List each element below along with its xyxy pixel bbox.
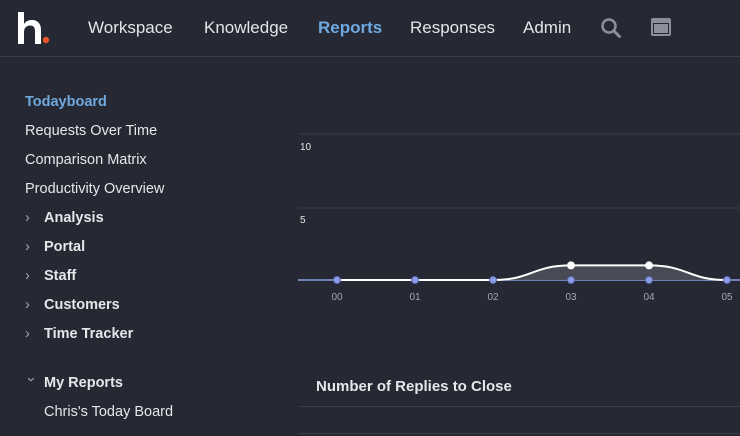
sidebar-group-label: My Reports	[44, 375, 123, 391]
y-tick-label-10: 10	[300, 142, 312, 153]
nav-knowledge[interactable]: Knowledge	[204, 18, 289, 37]
nav-reports[interactable]: Reports	[318, 18, 383, 37]
nav-responses[interactable]: Responses	[410, 18, 496, 37]
data-point-baseline	[489, 276, 497, 284]
data-point-baseline	[333, 276, 341, 284]
x-tick-label: 00	[331, 292, 343, 303]
search-icon[interactable]	[600, 17, 622, 39]
sidebar-item-productivity-overview[interactable]: Productivity Overview	[25, 181, 165, 197]
nav-admin[interactable]: Admin	[523, 18, 572, 37]
top-navigation-bar: Workspace Knowledge Reports Responses Ad…	[0, 0, 740, 57]
chevron-right-icon: ›	[25, 326, 30, 342]
x-tick-label: 01	[409, 292, 421, 303]
x-tick-label: 03	[565, 292, 577, 303]
sidebar-item-chris-today-board[interactable]: Chris's Today Board	[44, 404, 174, 420]
divider	[298, 433, 740, 434]
sidebar-item-comparison-matrix[interactable]: Comparison Matrix	[25, 152, 147, 168]
sidebar-group-label: Staff	[44, 268, 77, 284]
section-title: Number of Replies to Close	[316, 378, 512, 395]
sidebar-group-staff[interactable]: › Staff	[25, 268, 76, 284]
sidebar-group-portal[interactable]: › Portal	[25, 239, 85, 255]
chevron-right-icon: ›	[25, 210, 30, 226]
chevron-right-icon: ›	[25, 268, 30, 284]
chevron-right-icon: ›	[25, 239, 30, 255]
data-point-baseline	[645, 276, 653, 284]
reports-sidebar: Todayboard Requests Over Time Comparison…	[0, 57, 298, 436]
sidebar-item-requests-over-time[interactable]: Requests Over Time	[25, 123, 158, 139]
sidebar-group-time-tracker[interactable]: › Time Tracker	[25, 326, 133, 342]
data-point-baseline	[567, 276, 575, 284]
sidebar-group-label: Portal	[44, 239, 86, 255]
sidebar-group-customers[interactable]: › Customers	[25, 297, 120, 313]
sidebar-group-label: Customers	[44, 297, 120, 313]
data-point-baseline	[411, 276, 419, 284]
data-point-baseline	[723, 276, 731, 284]
sidebar-item-todayboard[interactable]: Todayboard	[25, 94, 107, 110]
series-line	[337, 264, 728, 281]
sidebar-group-label: Analysis	[44, 210, 104, 226]
chevron-down-icon: ›	[23, 377, 39, 382]
helpspot-logo[interactable]	[16, 10, 56, 46]
nav-workspace[interactable]: Workspace	[88, 18, 173, 37]
divider	[298, 406, 740, 407]
data-point	[567, 261, 575, 270]
replies-chart: 10 5 00 01 02 03 04 05	[298, 133, 740, 303]
x-tick-label: 04	[643, 292, 655, 303]
x-tick-label: 05	[721, 292, 733, 303]
chevron-right-icon: ›	[25, 297, 30, 313]
sidebar-group-label: Time Tracker	[44, 326, 134, 342]
y-tick-label-5: 5	[300, 215, 306, 226]
data-point	[645, 261, 653, 270]
window-icon[interactable]	[650, 17, 672, 37]
sidebar-group-analysis[interactable]: › Analysis	[25, 210, 104, 226]
x-tick-label: 02	[487, 292, 499, 303]
sidebar-group-my-reports[interactable]: › My Reports	[23, 375, 123, 391]
